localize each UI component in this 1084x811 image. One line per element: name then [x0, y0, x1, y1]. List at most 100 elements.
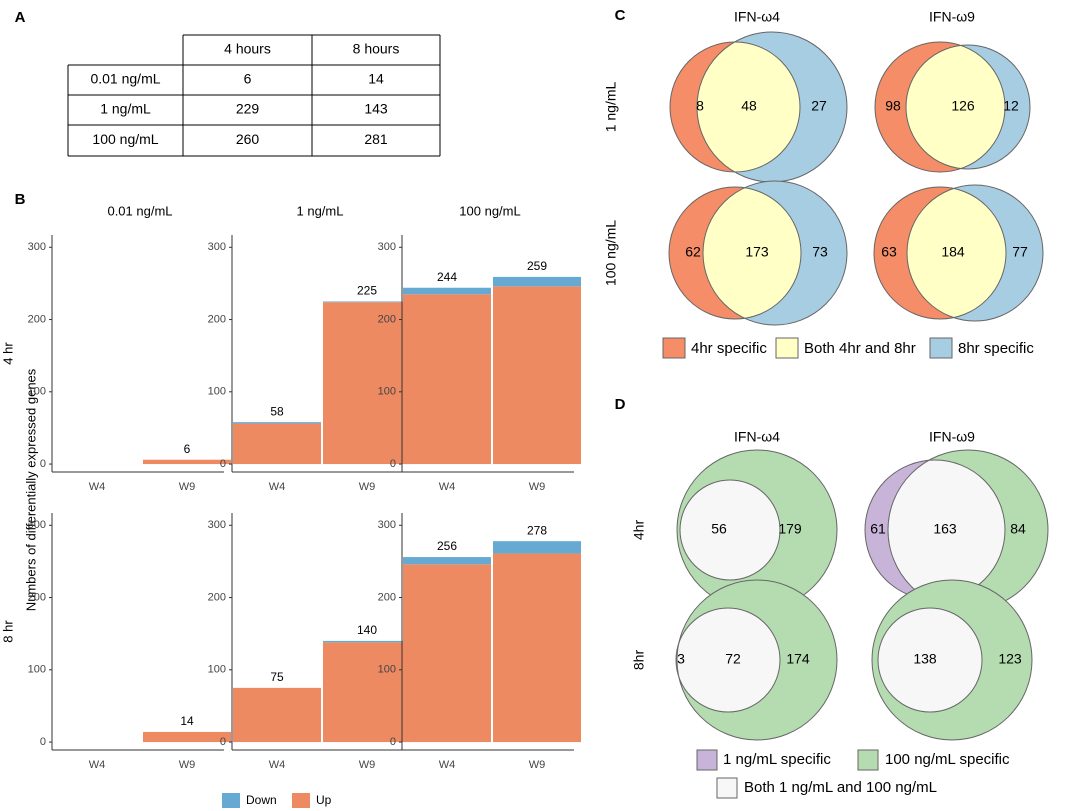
- legend-label: Up: [316, 793, 332, 807]
- venn-count: 163: [933, 521, 957, 537]
- bar-total-label: 256: [437, 539, 457, 553]
- y-tick-label: 100: [378, 664, 396, 676]
- x-tick-label: W9: [529, 481, 546, 493]
- venn-outline: [905, 44, 1031, 170]
- bar-segment: [323, 642, 411, 743]
- y-tick-label: 0: [220, 458, 226, 470]
- y-tick-label: 0: [220, 736, 226, 748]
- bar-total-label: 14: [180, 714, 194, 728]
- y-tick-label: 100: [208, 386, 226, 398]
- legend-swatch: [929, 337, 953, 359]
- column-title: IFN-ω4: [734, 429, 780, 445]
- legend-label: 4hr specific: [691, 340, 767, 357]
- bar-segment: [493, 541, 581, 554]
- legend-label: 8hr specific: [958, 340, 1034, 357]
- facet-title: 100 ng/mL: [459, 203, 520, 218]
- table-row-label: 0.01 ng/mL: [90, 71, 160, 87]
- x-tick-label: W4: [269, 481, 286, 493]
- bar-total-label: 225: [357, 284, 377, 298]
- bar-segment: [233, 687, 321, 743]
- venn-circle: [878, 608, 982, 712]
- x-tick-label: W4: [439, 481, 456, 493]
- venn-count: 179: [778, 521, 802, 537]
- venn-outline: [668, 186, 802, 320]
- venn-circle: [907, 187, 1006, 319]
- legend-swatch: [222, 793, 240, 808]
- venn-count: 84: [1010, 521, 1026, 537]
- legend-swatch: [857, 749, 879, 771]
- row-label: 4hr: [631, 520, 647, 541]
- bar-segment: [403, 287, 491, 295]
- venn-outline: [679, 479, 781, 581]
- legend-swatch: [292, 793, 310, 808]
- venn-circle: [680, 480, 780, 580]
- y-tick-label: 100: [28, 386, 46, 398]
- table-cell: 281: [364, 131, 388, 147]
- venn-outline: [874, 41, 1006, 173]
- table-row-label: 1 ng/mL: [100, 101, 151, 117]
- table-header: 8 hours: [353, 41, 400, 57]
- venn-count: 98: [885, 98, 901, 114]
- y-tick-label: 200: [208, 591, 226, 603]
- bar-segment: [493, 553, 581, 743]
- venn-outline: [877, 607, 983, 713]
- row-label: 1 ng/mL: [603, 81, 619, 132]
- column-title: IFN-ω9: [929, 429, 975, 445]
- table-cell: 260: [236, 131, 260, 147]
- bar-segment: [403, 557, 491, 565]
- venn-count: 174: [786, 651, 810, 667]
- venn-count: 72: [725, 651, 741, 667]
- legend-label: Down: [246, 793, 277, 807]
- y-tick-label: 200: [208, 313, 226, 325]
- bar-segment: [493, 276, 581, 287]
- panel-label: B: [15, 191, 26, 208]
- x-tick-label: W9: [179, 759, 196, 771]
- y-tick-label: 300: [208, 519, 226, 531]
- y-axis-label: Numbers of differentially expressed gene…: [23, 368, 38, 611]
- venn-circle: [677, 608, 780, 712]
- legend-label: Both 1 ng/mL and 100 ng/mL: [744, 779, 937, 796]
- bar-segment: [233, 423, 321, 465]
- venn-count: 12: [1003, 98, 1019, 114]
- venn-outline: [906, 184, 1044, 322]
- table-header: 4 hours: [224, 41, 271, 57]
- venn-count: 27: [811, 98, 827, 114]
- bar-segment: [323, 301, 411, 303]
- y-tick-label: 300: [208, 241, 226, 253]
- bar-segment: [233, 422, 321, 424]
- legend-label: 100 ng/mL specific: [885, 751, 1010, 768]
- bar-segment: [143, 731, 231, 743]
- y-tick-label: 0: [390, 736, 396, 748]
- legend-label: Both 4hr and 8hr: [804, 340, 916, 357]
- facet-row-label: 4 hr: [0, 342, 15, 365]
- venn-count: 73: [812, 244, 828, 260]
- bar-total-label: 259: [527, 259, 547, 273]
- panel-label: D: [615, 396, 626, 413]
- y-tick-label: 300: [28, 241, 46, 253]
- venn-circle: [888, 460, 1005, 600]
- table-cell: 229: [236, 101, 260, 117]
- x-tick-label: W9: [359, 481, 376, 493]
- venn-outline: [675, 607, 781, 713]
- y-tick-label: 300: [378, 241, 396, 253]
- bar-segment: [323, 640, 411, 643]
- column-title: IFN-ω4: [734, 9, 780, 25]
- venn-count: 184: [941, 244, 965, 260]
- venn-circle: [703, 187, 801, 319]
- x-tick-label: W9: [179, 481, 196, 493]
- bar-segment: [403, 564, 491, 743]
- venn-count: 8: [696, 98, 704, 114]
- row-label: 100 ng/mL: [603, 220, 619, 286]
- panel-label: A: [15, 9, 26, 26]
- legend-swatch: [662, 337, 686, 359]
- bar-segment: [493, 286, 581, 465]
- bar-total-label: 140: [357, 623, 377, 637]
- bar-total-label: 244: [437, 270, 457, 284]
- table-row-label: 100 ng/mL: [92, 131, 158, 147]
- y-tick-label: 200: [378, 313, 396, 325]
- y-tick-label: 100: [208, 664, 226, 676]
- table-cell: 6: [244, 71, 252, 87]
- bar-segment: [403, 294, 491, 465]
- venn-count: 126: [951, 98, 975, 114]
